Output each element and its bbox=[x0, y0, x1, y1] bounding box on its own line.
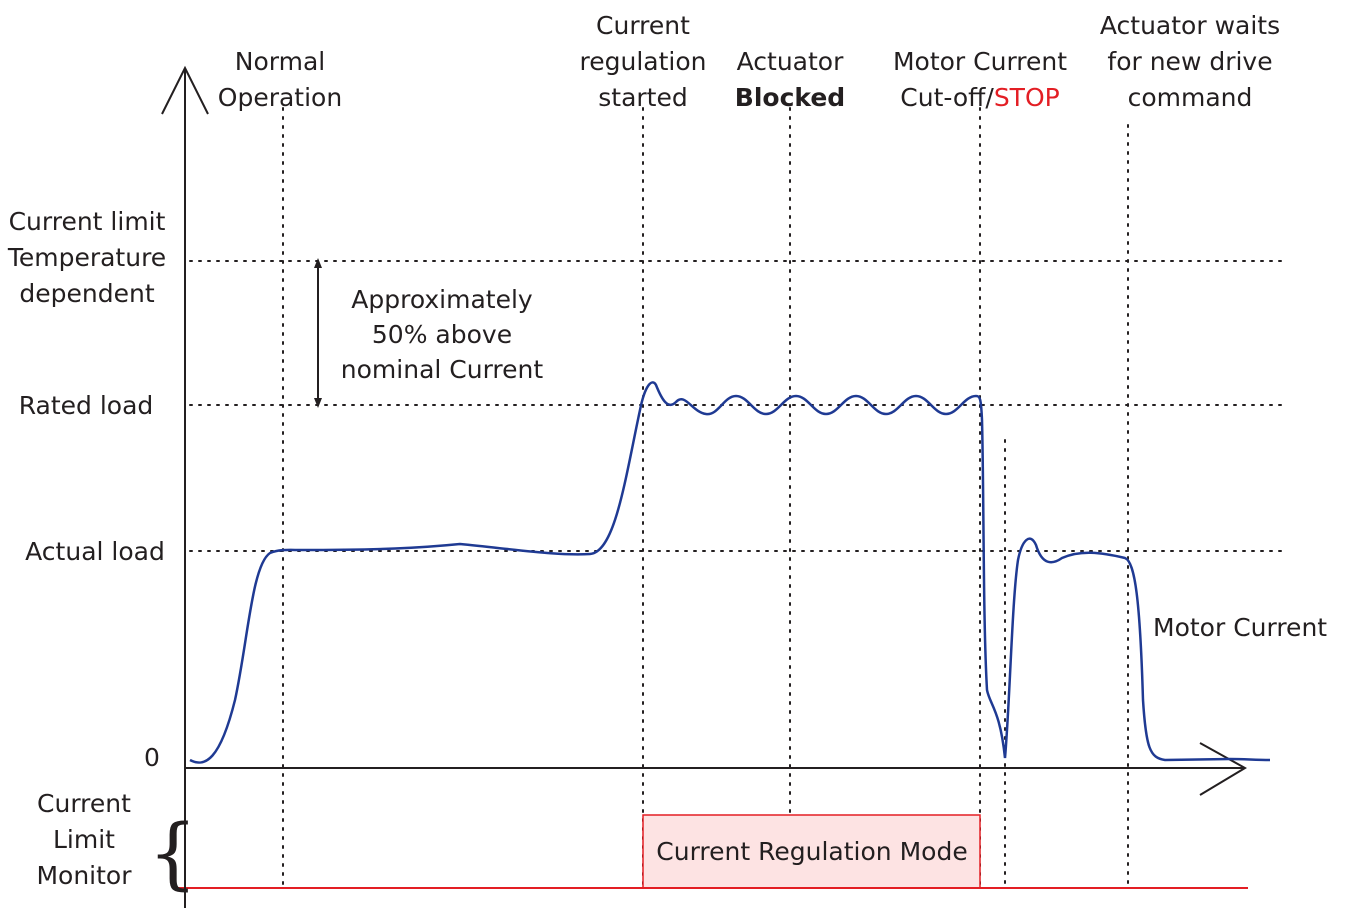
curve-label: Motor Current bbox=[1153, 613, 1327, 642]
level-label: Rated load bbox=[19, 391, 154, 420]
event-label: Motor Current bbox=[893, 47, 1067, 76]
brace: { bbox=[148, 809, 198, 899]
event-label-part: Cut-off/ bbox=[900, 83, 994, 112]
event-label: Normal bbox=[235, 47, 325, 76]
event-label: regulation bbox=[580, 47, 707, 76]
level-label: Actual load bbox=[25, 537, 165, 566]
guides bbox=[189, 107, 1286, 891]
annotation: Approximately bbox=[351, 285, 533, 314]
event-label: for new drive bbox=[1107, 47, 1272, 76]
event-label: started bbox=[598, 83, 687, 112]
monitor-label: Current bbox=[37, 789, 131, 818]
event-label: command bbox=[1128, 83, 1253, 112]
mode-label: Current Regulation Mode bbox=[656, 837, 967, 866]
stop-label: STOP bbox=[994, 83, 1060, 112]
event-label: Actuator waits bbox=[1100, 11, 1280, 40]
monitor-label: Monitor bbox=[36, 861, 132, 890]
event-label: Current bbox=[596, 11, 690, 40]
annotation: nominal Current bbox=[341, 355, 544, 384]
level-label: dependent bbox=[19, 279, 154, 308]
annotation: 50% above bbox=[372, 320, 512, 349]
event-label: Cut-off/STOP bbox=[900, 83, 1059, 112]
mode-box bbox=[642, 814, 981, 889]
event-label: Operation bbox=[218, 83, 342, 112]
event-label: Blocked bbox=[735, 83, 845, 112]
level-label: Temperature bbox=[7, 243, 166, 272]
axes bbox=[161, 65, 1247, 908]
level-label: Current limit bbox=[9, 207, 166, 236]
motor-current-curve bbox=[189, 381, 1271, 764]
level-label: 0 bbox=[144, 743, 160, 772]
monitor-label: Limit bbox=[53, 825, 115, 854]
event-label: Actuator bbox=[737, 47, 844, 76]
